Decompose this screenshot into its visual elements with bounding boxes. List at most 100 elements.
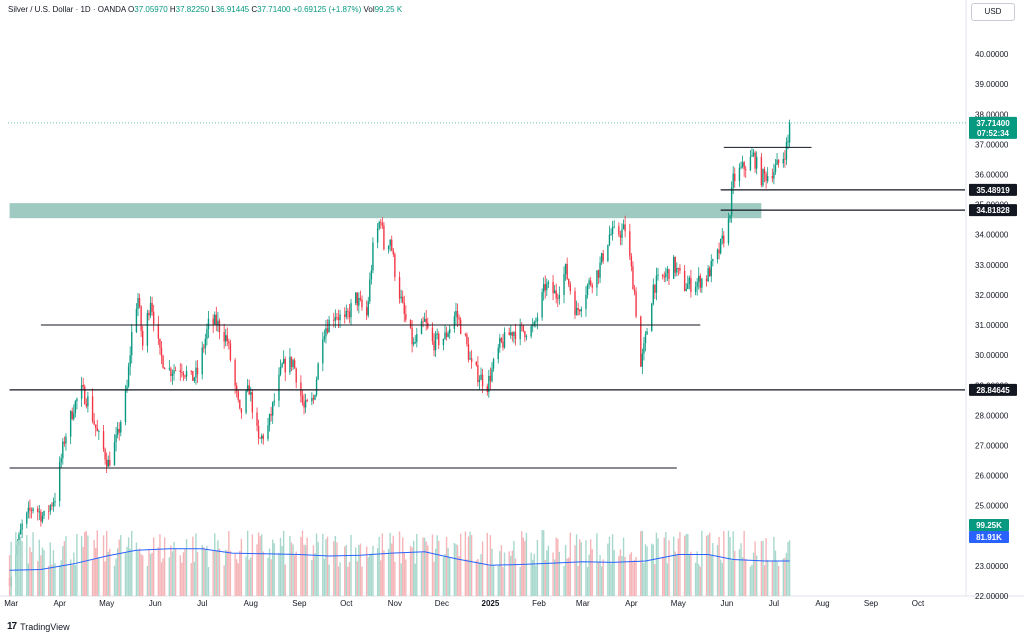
candle-body: [445, 332, 448, 337]
symbol-title[interactable]: Silver / U.S. Dollar · 1D · OANDA: [8, 5, 126, 14]
candle-body: [239, 399, 241, 409]
volume-bar: [256, 544, 258, 596]
candle-body: [519, 324, 521, 340]
volume-bar: [519, 566, 521, 596]
candles-group: [8, 119, 791, 592]
candle-body: [245, 390, 247, 413]
volume-bar: [467, 536, 470, 596]
volume-bar: [755, 555, 758, 596]
volume-bar: [478, 562, 481, 596]
candle-body: [738, 167, 741, 182]
candle-body: [782, 158, 785, 164]
candle-body: [405, 313, 407, 320]
volume-bar: [225, 549, 227, 596]
candle-body: [687, 283, 689, 289]
candle-body: [478, 379, 481, 383]
candle-body: [618, 226, 620, 235]
y-tick-label: 32.00000: [975, 291, 1009, 300]
volume-bar: [411, 547, 413, 596]
candle-body: [182, 372, 185, 376]
candle-body: [580, 308, 582, 312]
volume-bar: [688, 555, 691, 596]
volume-bar: [49, 542, 51, 596]
volume-bar: [588, 554, 590, 596]
volume-bar: [477, 559, 479, 596]
candle-body: [337, 317, 340, 321]
close-value: 37.71400: [257, 5, 291, 14]
brand-name: TradingView: [20, 621, 70, 632]
candle-body: [348, 311, 351, 318]
volume-bar: [547, 545, 550, 596]
candle-body: [672, 256, 675, 279]
candle-body: [762, 169, 764, 186]
candle-body: [489, 375, 492, 382]
volume-bar: [618, 555, 620, 596]
low-label: L: [211, 5, 216, 14]
volume-bar: [662, 556, 664, 596]
volume-bar: [370, 553, 373, 596]
candle-body: [323, 336, 326, 340]
volume-bar: [503, 552, 506, 596]
volume-bar: [295, 551, 297, 596]
candle-body: [730, 187, 733, 216]
volume-bar: [378, 536, 380, 596]
candle-body: [608, 234, 611, 245]
candle-body: [569, 284, 571, 292]
candle-body: [29, 507, 31, 511]
candle-body: [442, 338, 445, 346]
x-tick-label: Mar: [576, 599, 590, 608]
currency-button[interactable]: USD: [971, 3, 1015, 21]
candle-body: [339, 314, 341, 321]
volume-bar: [300, 537, 302, 596]
tradingview-brand[interactable]: 17 TradingView: [7, 621, 70, 632]
candle-body: [629, 231, 631, 257]
candle-body: [312, 398, 315, 400]
high-value: 37.82250: [175, 5, 210, 14]
volume-bar: [481, 541, 484, 596]
candle-body: [486, 386, 488, 393]
y-tick-label: 38.00000: [975, 110, 1009, 119]
volume-bar: [436, 535, 438, 596]
volume-bar: [766, 559, 769, 596]
volume-bar: [131, 530, 133, 596]
volume-bar: [138, 548, 141, 596]
candle-body: [633, 289, 636, 292]
volume-bar: [611, 534, 614, 596]
candle-body: [513, 332, 515, 336]
volume-bar: [745, 558, 747, 596]
volume-bar: [380, 560, 382, 596]
volume-bar: [402, 537, 404, 596]
candle-body: [788, 122, 791, 143]
volume-bar: [552, 552, 554, 596]
volume-bar: [389, 532, 391, 596]
volume-bar: [762, 540, 764, 596]
countdown-label: 07:52:34: [977, 129, 1010, 138]
volume-bar: [784, 557, 786, 596]
volume-bar: [716, 545, 719, 596]
volume-bar: [109, 548, 111, 596]
candle-body: [666, 269, 669, 274]
candle-body: [705, 278, 708, 282]
candle-body: [533, 322, 535, 325]
volume-bar: [448, 557, 451, 596]
candle-body: [344, 314, 346, 317]
candle-body: [557, 298, 559, 300]
candle-body: [654, 284, 656, 293]
volume-bar: [456, 545, 459, 596]
candle-body: [113, 442, 116, 466]
volume-bar: [708, 532, 711, 596]
candle-body: [438, 333, 440, 346]
volume-bar: [444, 553, 446, 596]
volume-bar: [555, 537, 557, 596]
volume-bar: [226, 550, 228, 596]
candle-body: [225, 335, 227, 342]
volume-bar: [369, 555, 371, 596]
candle-body: [256, 412, 258, 426]
candle-body: [710, 260, 712, 277]
candle-body: [544, 284, 546, 291]
candle-body: [32, 508, 34, 511]
candle-body: [467, 344, 470, 360]
candle-body: [345, 310, 348, 317]
level-tag-label: 34.81828: [976, 206, 1010, 215]
